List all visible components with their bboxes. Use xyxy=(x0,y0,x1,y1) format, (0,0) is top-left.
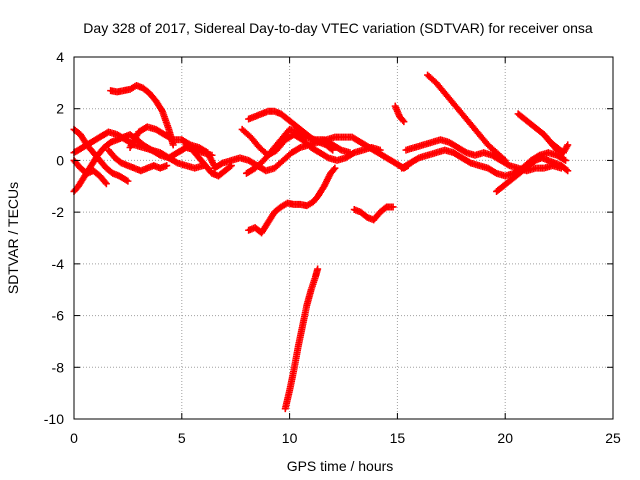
data-point xyxy=(346,149,354,157)
data-point xyxy=(376,146,384,154)
data-point xyxy=(314,265,322,273)
data-point xyxy=(501,156,509,164)
series-arc-20 xyxy=(424,71,509,164)
x-axis-ticks: 0 5 10 15 20 25 xyxy=(70,57,621,446)
data-point xyxy=(124,177,132,185)
y-tick-label: 4 xyxy=(56,49,64,65)
series-arc-11 xyxy=(238,125,384,164)
series-arc-23 xyxy=(540,131,572,157)
y-tick-label: -4 xyxy=(52,256,65,272)
y-tick-label: 0 xyxy=(56,152,64,168)
data-point xyxy=(331,164,339,172)
series-arc-6 xyxy=(107,81,177,149)
x-tick-label: 0 xyxy=(70,430,78,446)
data-point xyxy=(155,150,163,158)
data-point xyxy=(562,156,570,164)
data-point xyxy=(168,135,176,143)
data-point xyxy=(101,178,109,186)
data-point xyxy=(562,166,570,174)
series-arc-12 xyxy=(242,125,354,177)
chart-title: Day 328 of 2017, Sidereal Day-to-day VTE… xyxy=(83,20,593,36)
data-point xyxy=(504,161,512,169)
data-point xyxy=(400,118,408,126)
data-point xyxy=(500,155,508,163)
data-point xyxy=(389,203,397,211)
series-arc-5 xyxy=(104,146,171,175)
data-point xyxy=(329,146,337,154)
y-tick-label: -8 xyxy=(52,359,65,375)
series-arc-14 xyxy=(245,164,339,237)
data-point xyxy=(217,160,225,168)
x-tick-label: 5 xyxy=(178,430,186,446)
series-arc-13 xyxy=(245,107,337,154)
data-point xyxy=(564,167,572,175)
x-tick-label: 25 xyxy=(605,430,621,446)
data-point xyxy=(461,148,469,156)
series-arc-17 xyxy=(391,102,408,126)
series-arc-9 xyxy=(182,141,235,180)
data-point xyxy=(327,145,335,153)
data-point xyxy=(295,144,303,152)
data-point xyxy=(172,158,180,166)
data-point xyxy=(560,156,568,164)
y-tick-label: -2 xyxy=(52,204,65,220)
data-point xyxy=(330,165,338,173)
data-point xyxy=(414,155,422,163)
x-tick-label: 15 xyxy=(390,430,406,446)
data-point xyxy=(102,180,110,188)
series-arc-19 xyxy=(402,136,565,175)
data-point xyxy=(163,162,171,170)
y-tick-label: 2 xyxy=(56,101,64,117)
series-arc-16 xyxy=(350,203,397,224)
data-point xyxy=(399,116,407,124)
plot-frame xyxy=(73,56,614,420)
data-point xyxy=(465,158,473,166)
y-tick-label: -6 xyxy=(52,308,65,324)
data-point xyxy=(208,151,216,159)
data-point xyxy=(491,168,499,176)
y-axis-ticks: -10 -8 -6 -4 -2 0 2 4 xyxy=(44,49,613,427)
data-point xyxy=(564,141,572,149)
y-tick-label: -10 xyxy=(44,411,64,427)
x-tick-label: 20 xyxy=(497,430,513,446)
x-axis-label: GPS time / hours xyxy=(287,458,394,474)
y-axis-label: SDTVAR / TECUs xyxy=(5,182,21,294)
data-point xyxy=(336,145,344,153)
series-arc-21 xyxy=(493,154,572,195)
data-point xyxy=(122,176,130,184)
series-arc-1 xyxy=(70,125,132,185)
data-point xyxy=(323,153,331,161)
x-tick-label: 10 xyxy=(282,430,298,446)
series-arc-15 xyxy=(281,265,322,413)
series-arc-3 xyxy=(70,128,207,172)
data-markers xyxy=(70,71,572,413)
